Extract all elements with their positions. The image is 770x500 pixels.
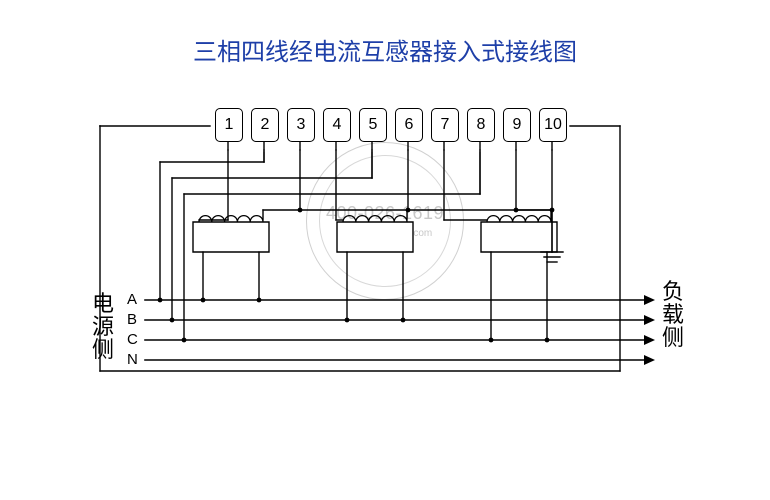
wiring-svg <box>0 0 770 500</box>
